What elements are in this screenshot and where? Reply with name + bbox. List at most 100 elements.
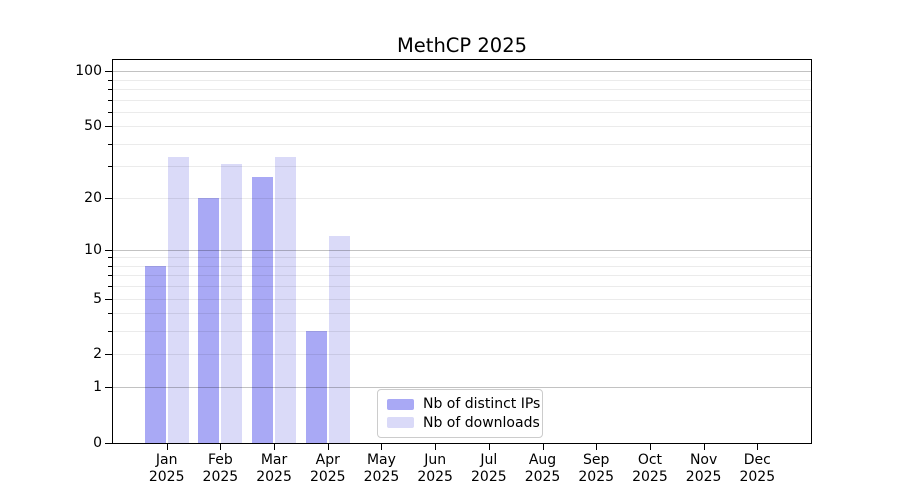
y-minor-tick bbox=[108, 166, 113, 168]
y-minor-tick bbox=[108, 79, 113, 81]
x-tick bbox=[327, 443, 329, 450]
y-tick-label: 2 bbox=[93, 346, 102, 363]
x-tick-label: Jan 2025 bbox=[137, 452, 197, 486]
y-minor-tick bbox=[108, 331, 113, 333]
y-tick-label: 5 bbox=[93, 290, 102, 307]
x-tick-label-year: 2025 bbox=[685, 469, 722, 485]
y-tick bbox=[105, 197, 113, 199]
legend: Nb of distinct IPs Nb of downloads bbox=[377, 389, 543, 438]
minor-gridline bbox=[113, 143, 811, 145]
x-tick bbox=[381, 443, 383, 450]
x-tick-label-month: Sep bbox=[583, 452, 610, 468]
x-tick bbox=[596, 443, 598, 450]
x-tick-label-month: Jan bbox=[155, 452, 178, 468]
minor-gridline bbox=[113, 88, 811, 90]
x-tick-label: Mar 2025 bbox=[244, 452, 304, 486]
bar-downloads bbox=[275, 156, 297, 443]
x-tick-label-month: Apr bbox=[315, 452, 340, 468]
minor-gridline bbox=[113, 354, 811, 356]
x-tick bbox=[274, 443, 276, 450]
x-tick-label-year: 2025 bbox=[524, 469, 561, 485]
major-gridline bbox=[113, 249, 811, 251]
x-tick bbox=[166, 443, 168, 450]
minor-gridline bbox=[113, 298, 811, 300]
y-tick bbox=[105, 71, 113, 73]
minor-gridline bbox=[113, 313, 811, 315]
x-tick bbox=[542, 443, 544, 450]
minor-gridline bbox=[113, 99, 811, 101]
x-tick bbox=[220, 443, 222, 450]
x-tick-label-year: 2025 bbox=[202, 469, 239, 485]
x-tick bbox=[757, 443, 759, 450]
y-tick-label: 100 bbox=[75, 63, 102, 80]
minor-gridline bbox=[113, 79, 811, 81]
minor-gridline bbox=[113, 257, 811, 259]
x-tick-label-month: May bbox=[366, 452, 396, 468]
bar-distinct-ips bbox=[305, 331, 327, 443]
x-tick bbox=[703, 443, 705, 450]
x-tick-label: Jul 2025 bbox=[459, 452, 519, 486]
y-tick bbox=[105, 126, 113, 128]
y-minor-tick bbox=[108, 99, 113, 101]
x-tick-label-month: Mar bbox=[260, 452, 288, 468]
x-tick-label-year: 2025 bbox=[148, 469, 185, 485]
x-tick-label: Apr 2025 bbox=[298, 452, 358, 486]
y-minor-tick bbox=[108, 111, 113, 113]
y-tick-label: 20 bbox=[84, 189, 102, 206]
y-tick bbox=[105, 249, 113, 251]
legend-label-distinct-ips: Nb of distinct IPs bbox=[423, 396, 541, 413]
x-tick bbox=[435, 443, 437, 450]
y-minor-tick bbox=[108, 265, 113, 267]
y-tick-label: 50 bbox=[84, 118, 102, 135]
legend-item-downloads: Nb of downloads bbox=[387, 414, 540, 432]
y-minor-tick bbox=[108, 257, 113, 259]
x-tick-label: Sep 2025 bbox=[566, 452, 626, 486]
x-tick-label-year: 2025 bbox=[471, 469, 507, 485]
x-tick-label-year: 2025 bbox=[363, 469, 400, 485]
bar-downloads bbox=[328, 236, 350, 443]
bar-downloads bbox=[167, 156, 189, 443]
x-tick-label-month: Jun bbox=[424, 452, 447, 468]
bar-distinct-ips bbox=[144, 265, 166, 443]
legend-item-distinct-ips: Nb of distinct IPs bbox=[387, 395, 540, 413]
x-tick-label: Feb 2025 bbox=[190, 452, 250, 486]
x-tick-label-month: Dec bbox=[743, 452, 771, 468]
minor-gridline bbox=[113, 166, 811, 168]
y-tick-label: 1 bbox=[93, 379, 102, 396]
legend-swatch-downloads bbox=[387, 417, 414, 429]
y-minor-tick bbox=[108, 286, 113, 288]
y-minor-tick bbox=[108, 313, 113, 315]
minor-gridline bbox=[113, 126, 811, 128]
bar-downloads bbox=[221, 163, 243, 443]
y-tick bbox=[105, 387, 113, 389]
x-tick bbox=[649, 443, 651, 450]
x-tick-label-month: Nov bbox=[689, 452, 718, 468]
x-tick-label: Nov 2025 bbox=[674, 452, 734, 486]
minor-gridline bbox=[113, 111, 811, 113]
bar-distinct-ips bbox=[198, 197, 220, 443]
x-tick bbox=[488, 443, 490, 450]
major-gridline bbox=[113, 71, 811, 73]
x-tick-label-year: 2025 bbox=[309, 469, 346, 485]
y-tick bbox=[105, 354, 113, 356]
y-minor-tick bbox=[108, 143, 113, 145]
y-tick-label: 10 bbox=[84, 241, 102, 258]
x-tick-label-month: Feb bbox=[207, 452, 233, 468]
x-tick-label-month: Jul bbox=[480, 452, 498, 468]
x-tick-label-month: Aug bbox=[528, 452, 557, 468]
y-minor-tick bbox=[108, 275, 113, 277]
x-tick-label-year: 2025 bbox=[578, 469, 615, 485]
y-minor-tick bbox=[108, 88, 113, 90]
y-tick bbox=[105, 298, 113, 300]
x-tick-label: Jun 2025 bbox=[405, 452, 465, 486]
minor-gridline bbox=[113, 275, 811, 277]
minor-gridline bbox=[113, 286, 811, 288]
x-tick-label-year: 2025 bbox=[417, 469, 453, 485]
plot-area bbox=[112, 59, 812, 444]
x-tick-label: Dec 2025 bbox=[727, 452, 787, 486]
legend-label-downloads: Nb of downloads bbox=[423, 414, 540, 431]
x-tick-label: Oct 2025 bbox=[620, 452, 680, 486]
minor-gridline bbox=[113, 265, 811, 267]
x-tick-label: May 2025 bbox=[351, 452, 411, 486]
